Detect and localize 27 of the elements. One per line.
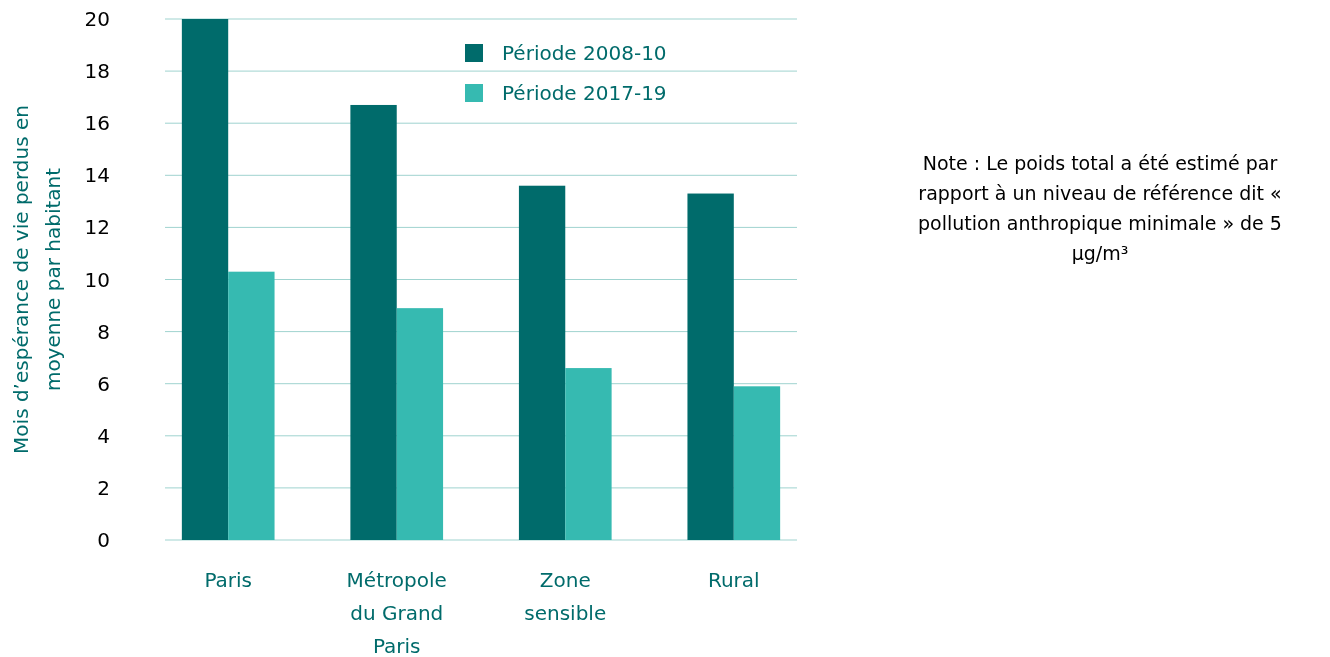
y-tick-label: 6 [97,371,110,396]
y-tick-label: 0 [97,528,110,552]
bar [733,386,781,540]
y-tick-label: 2 [97,475,110,500]
y-tick-label: 18 [84,59,110,84]
bar [396,308,444,540]
x-tick-label: Métropole du Grand Paris [346,568,447,657]
legend-label: Période 2008-10 [502,41,667,65]
bar [518,185,566,540]
legend-label: Période 2017-19 [502,81,667,105]
y-tick-label: 8 [97,319,110,344]
y-tick-label: 14 [84,163,110,188]
y-tick-label: 10 [84,267,110,292]
bar [181,19,229,540]
bar [687,193,734,540]
bar [228,271,275,540]
bar [350,104,397,540]
y-axis-title: Mois d’espérance de vie perdus en moyenne par habitant [9,105,65,454]
y-tick-label: 16 [84,111,110,136]
y-tick-label: 20 [84,7,110,31]
bar [565,368,612,540]
x-tick-label: Paris [204,568,253,592]
text: Note : Le poids total a été estimé par rapport à un niveau de référence dit « pollution anthropique minimale » de 5 µg/m³ [918,152,1282,264]
x-tick-label: Zone sensible [524,568,607,625]
y-tick-label: 12 [84,215,110,240]
x-tick-label: Rural [707,568,760,592]
y-tick-label: 4 [97,423,110,448]
